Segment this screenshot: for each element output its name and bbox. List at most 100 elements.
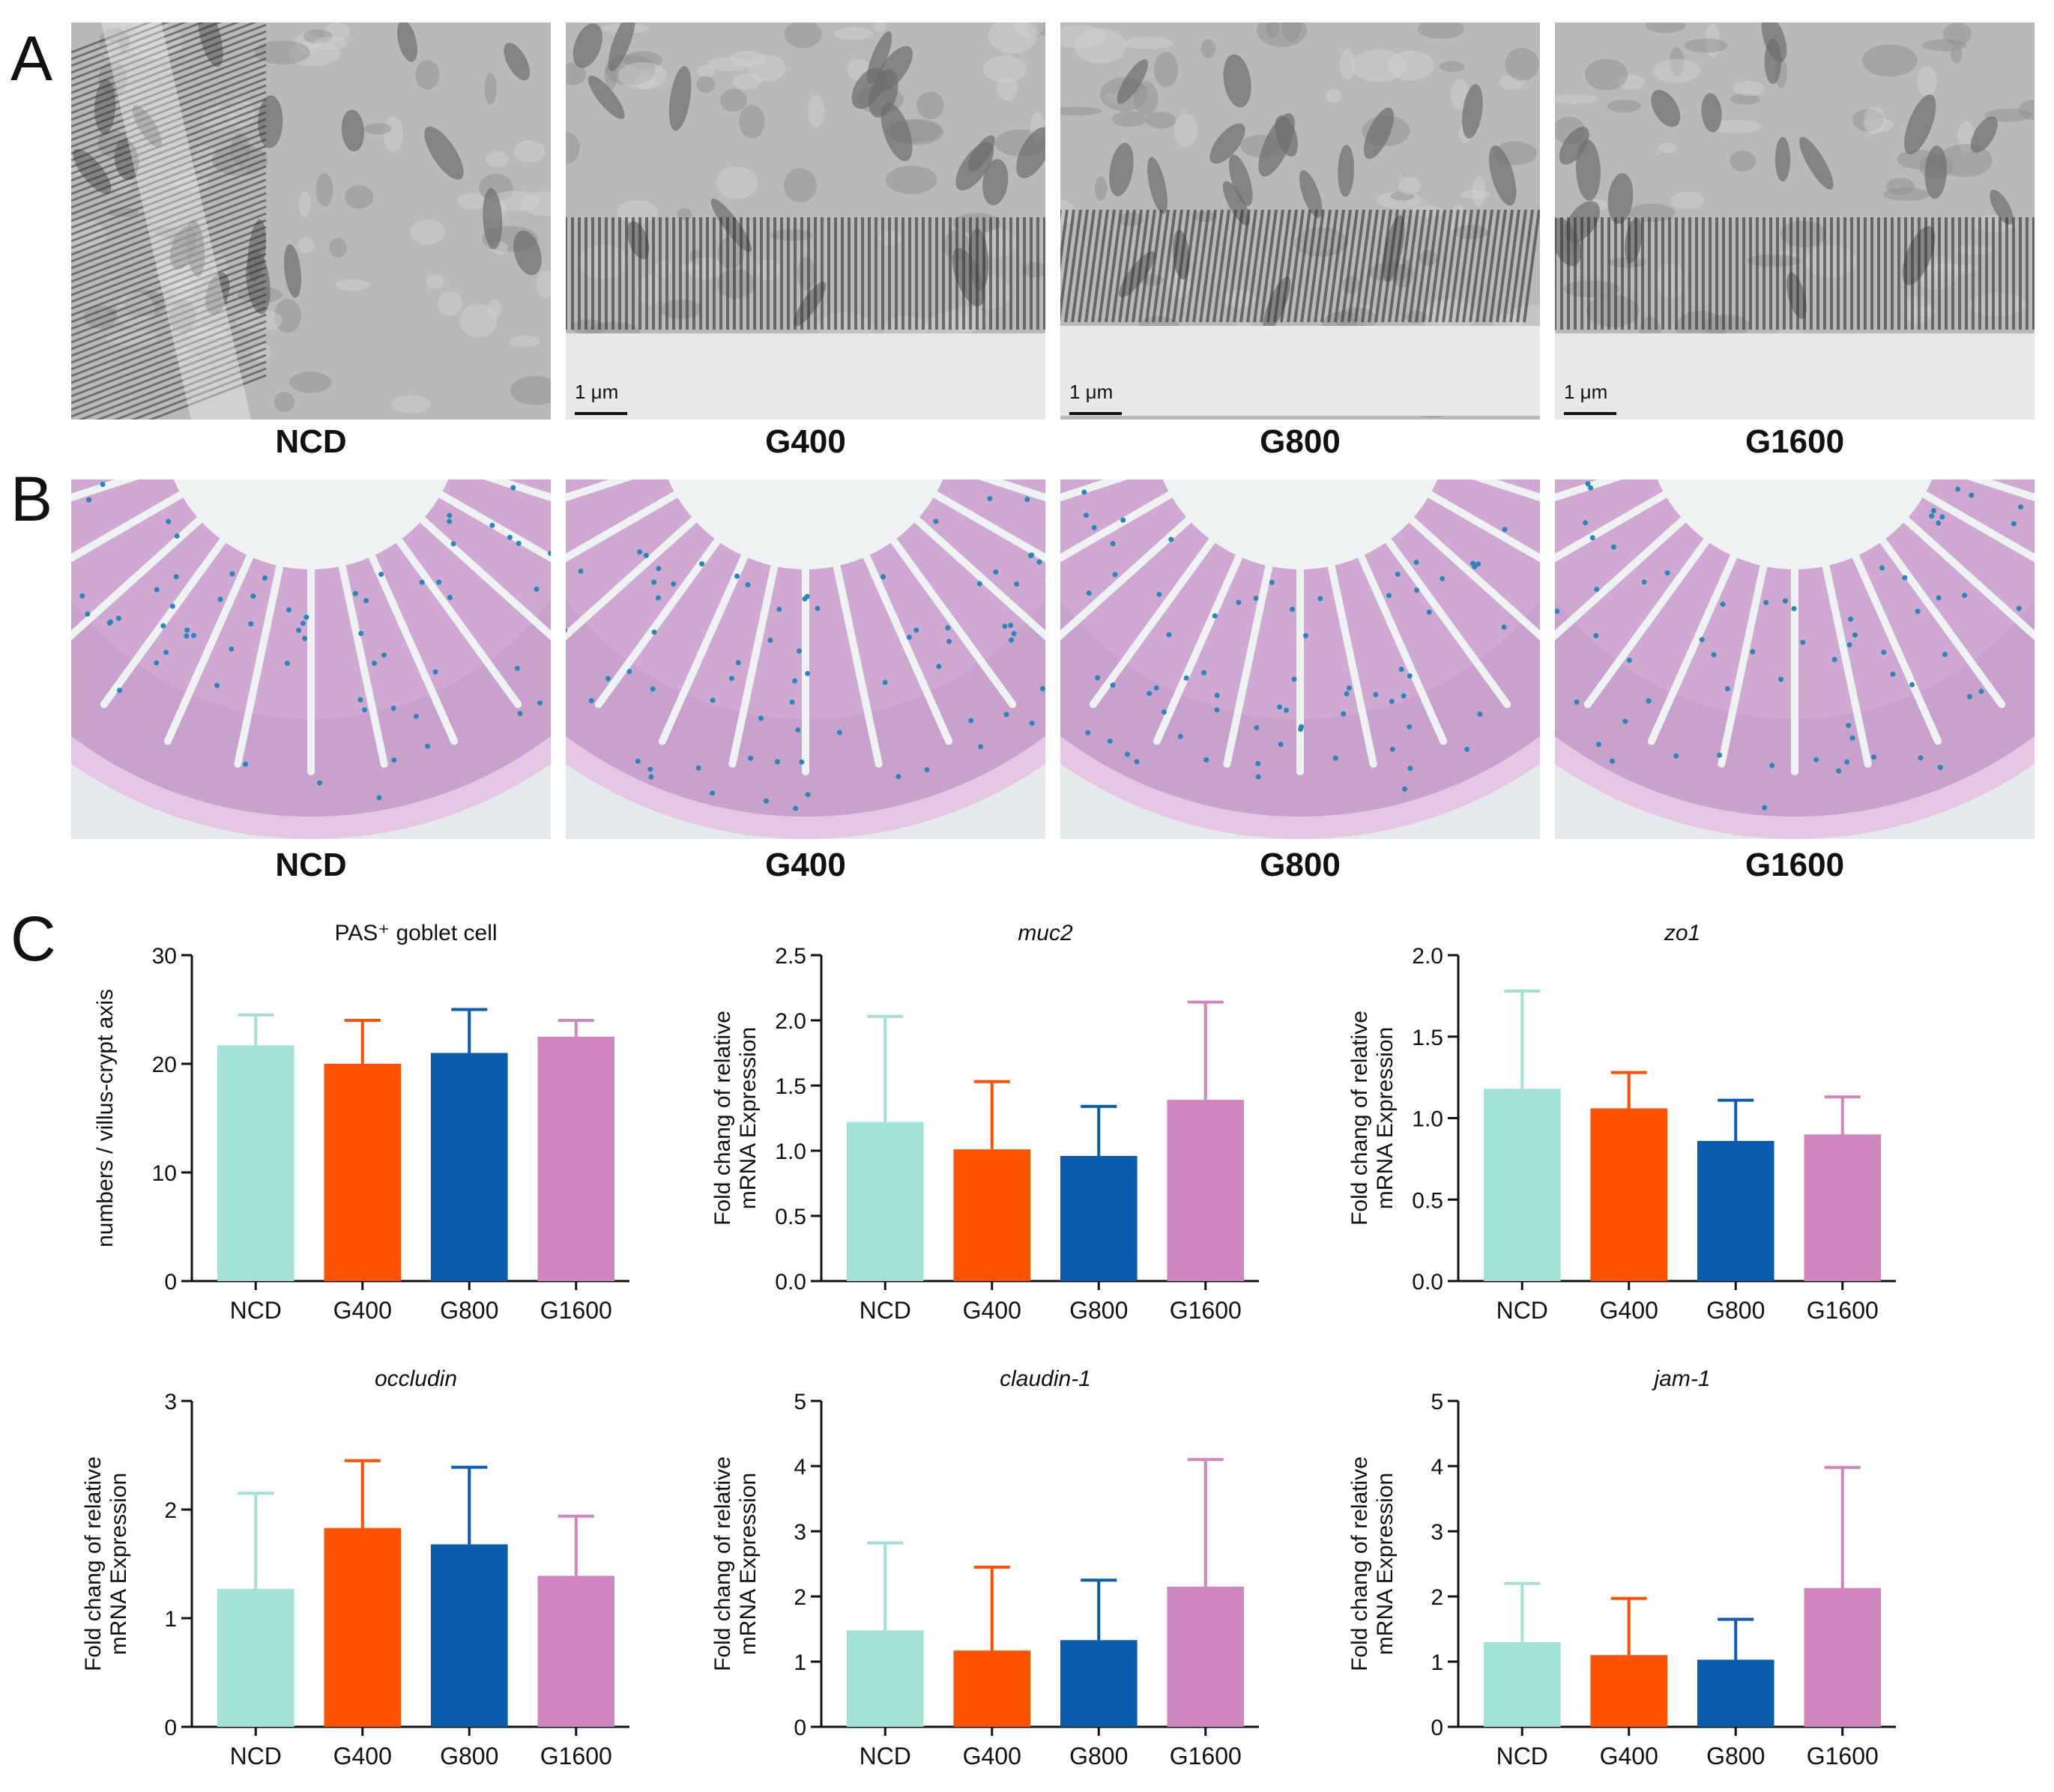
y-axis-label: Fold chang of relativemRNA Expression: [1347, 1456, 1398, 1671]
bar-g800: [430, 1544, 508, 1727]
scale-bar-label: 1 μm: [575, 381, 619, 403]
bar-ncd: [846, 1121, 924, 1281]
x-tick-label: G400: [333, 1297, 392, 1324]
y-axis-label: Fold chang of relativemRNA Expression: [1347, 1011, 1398, 1226]
x-tick-label: G800: [1069, 1743, 1128, 1770]
histology-caption: NCD: [275, 847, 347, 883]
histology-image-ncd: [71, 479, 551, 839]
y-tick-label: 2.0: [1412, 944, 1443, 969]
x-tick-label: G800: [440, 1297, 498, 1324]
bar-ncd: [217, 1588, 294, 1727]
x-tick-label: G1600: [1807, 1743, 1879, 1770]
panel-letter-b: B: [10, 464, 53, 534]
y-tick-label: 20: [152, 1053, 177, 1077]
bar-ncd: [217, 1045, 294, 1281]
y-tick-label: 30: [152, 944, 177, 969]
histology-image-g400: [566, 479, 1045, 839]
chart-title: muc2: [1018, 921, 1073, 945]
bar-g400: [1590, 1655, 1668, 1727]
y-tick-label: 1.5: [1412, 1026, 1443, 1050]
chart-title: jam-1: [1651, 1366, 1710, 1391]
scale-bar: [575, 412, 627, 415]
bar-g1600: [1804, 1587, 1882, 1727]
y-axis-label: Fold chang of relativemRNA Expression: [710, 1456, 761, 1671]
tem-image-g400: [566, 22, 1045, 420]
bar-g1600: [1167, 1100, 1245, 1281]
x-tick-label: NCD: [1496, 1297, 1548, 1324]
y-axis-label: Fold chang of relativemRNA Expression: [81, 1456, 131, 1671]
y-tick-label: 1: [794, 1650, 806, 1675]
panel-letter-c: C: [10, 903, 56, 974]
x-tick-label: NCD: [860, 1743, 911, 1770]
x-tick-label: G1600: [1807, 1297, 1879, 1324]
y-tick-label: 5: [1431, 1390, 1443, 1414]
x-tick-label: G800: [1706, 1297, 1765, 1324]
x-tick-label: NCD: [860, 1297, 911, 1324]
bar-g1600: [537, 1036, 615, 1281]
histology-caption: G400: [765, 847, 846, 883]
y-tick-label: 1: [164, 1607, 177, 1632]
bar-ncd: [1483, 1089, 1561, 1281]
y-tick-label: 3: [1431, 1520, 1443, 1545]
x-tick-label: NCD: [230, 1297, 282, 1324]
y-tick-label: 2: [164, 1498, 177, 1523]
y-tick-label: 2: [794, 1585, 806, 1610]
y-tick-label: 10: [152, 1161, 177, 1186]
y-tick-label: 1.0: [775, 1139, 806, 1164]
y-tick-label: 4: [1431, 1455, 1443, 1480]
bar-g800: [1697, 1659, 1774, 1727]
chart-title: zo1: [1664, 921, 1700, 945]
y-tick-label: 0.5: [775, 1205, 806, 1229]
y-axis-label: numbers / villus-crypt axis: [93, 989, 118, 1247]
x-tick-label: G1600: [540, 1743, 612, 1770]
y-tick-label: 2.0: [775, 1009, 806, 1034]
y-tick-label: 0.0: [1412, 1270, 1443, 1295]
x-tick-label: G1600: [540, 1297, 612, 1324]
x-tick-label: G400: [333, 1743, 392, 1770]
histology-image-g1600: [1555, 479, 2035, 839]
y-tick-label: 0.5: [1412, 1188, 1443, 1213]
bar-g400: [953, 1650, 1031, 1727]
scale-bar-label: 1 μm: [1564, 381, 1608, 403]
bar-g800: [1060, 1155, 1138, 1281]
y-tick-label: 0.0: [775, 1270, 806, 1295]
scale-bar: [1564, 412, 1616, 415]
chart-title: claudin-1: [1000, 1366, 1091, 1391]
y-tick-label: 0: [164, 1270, 177, 1295]
bar-g800: [430, 1053, 508, 1281]
bar-g400: [324, 1064, 402, 1281]
y-tick-label: 3: [794, 1520, 806, 1545]
tem-image-g1600: [1555, 22, 2035, 420]
y-tick-label: 0: [164, 1716, 177, 1740]
bar-g1600: [1804, 1134, 1882, 1281]
y-tick-label: 2: [1431, 1585, 1443, 1610]
y-tick-label: 0: [1431, 1716, 1443, 1740]
tem-caption: G400: [765, 423, 846, 460]
bar-g400: [324, 1528, 402, 1727]
x-tick-label: G400: [963, 1743, 1021, 1770]
x-tick-label: G800: [1069, 1297, 1128, 1324]
y-tick-label: 1.5: [775, 1074, 806, 1099]
y-tick-label: 0: [794, 1716, 806, 1740]
x-tick-label: NCD: [1496, 1743, 1548, 1770]
histology-caption: G800: [1260, 847, 1341, 883]
y-tick-label: 3: [164, 1390, 177, 1414]
tem-caption: NCD: [275, 423, 347, 460]
chart-title: occludin: [375, 1366, 457, 1391]
tem-caption: G1600: [1745, 423, 1845, 460]
chart-title: PAS⁺ goblet cell: [334, 921, 497, 945]
bar-g1600: [1167, 1586, 1245, 1727]
scale-bar-label: 1 μm: [1069, 381, 1114, 403]
histology-caption: G1600: [1745, 847, 1845, 883]
x-tick-label: G1600: [1170, 1297, 1242, 1324]
tem-image-g800: [1060, 22, 1540, 420]
tem-image-ncd: [71, 22, 551, 420]
y-tick-label: 4: [794, 1455, 806, 1480]
tem-caption: G800: [1260, 423, 1341, 460]
x-tick-label: G400: [963, 1297, 1021, 1324]
x-tick-label: G1600: [1170, 1743, 1242, 1770]
x-tick-label: G800: [440, 1743, 498, 1770]
x-tick-label: G400: [1600, 1743, 1658, 1770]
bar-g400: [953, 1149, 1031, 1281]
bar-g400: [1590, 1108, 1668, 1281]
